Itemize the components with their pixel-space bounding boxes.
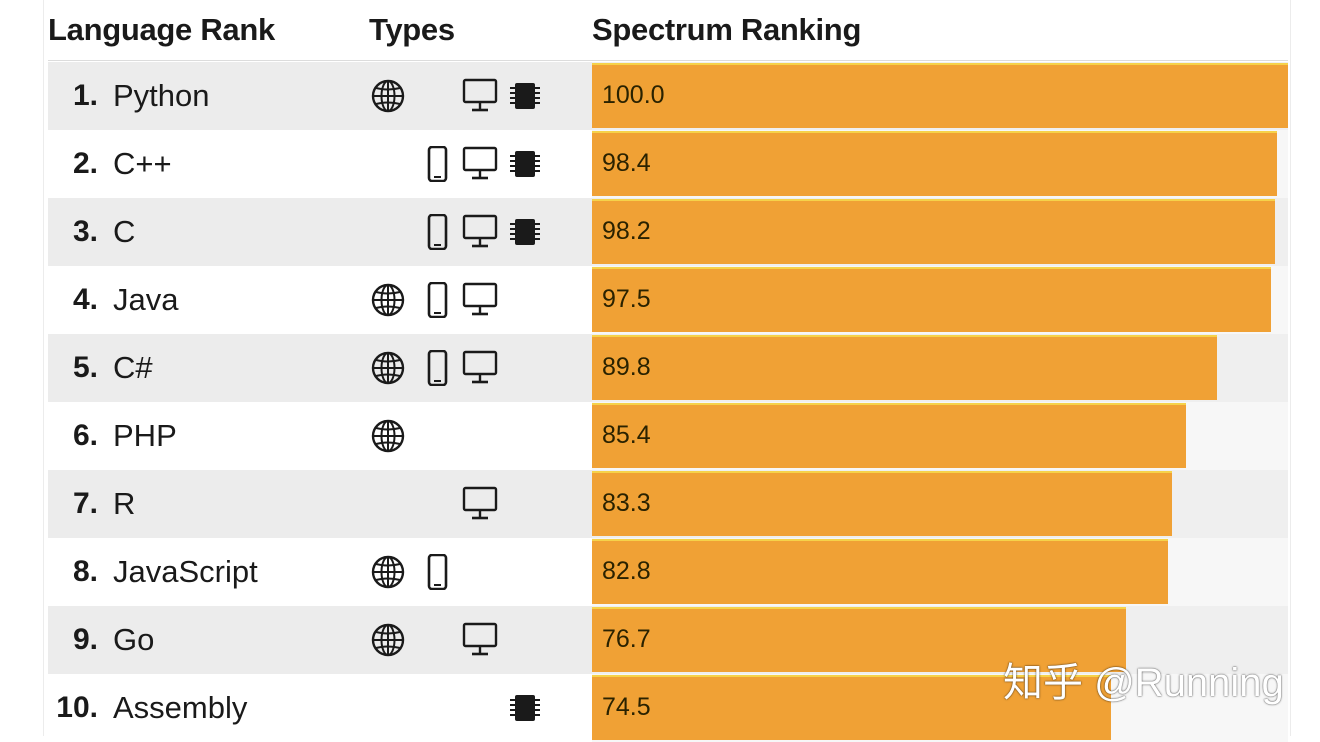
bar-track: 98.2 [592,198,1288,266]
rank-number: 3. [72,215,98,248]
desktop-monitor-icon [460,78,500,114]
language-name: Python [113,78,210,113]
ranking-row: 1. Python 100.0 [48,62,1288,130]
globe-icon [368,78,408,114]
bar-track: 85.4 [592,402,1288,470]
rank-number: 8. [72,555,98,588]
language-name: C# [113,350,153,385]
language-name: Go [113,622,155,657]
desktop-monitor-icon [460,350,500,386]
score-bar [592,403,1186,468]
score-bar [592,335,1217,400]
score-label: 97.5 [602,285,651,313]
score-bar [592,539,1168,604]
globe-icon [368,554,408,590]
rank-number: 10. [56,691,98,724]
rank-number: 7. [72,487,98,520]
score-bar [592,199,1275,264]
bar-track: 74.5 [592,674,1288,742]
desktop-monitor-icon [460,146,500,182]
bar-track: 89.8 [592,334,1288,402]
language-name: Java [113,282,179,317]
bar-track: 82.8 [592,538,1288,606]
mobile-phone-icon [417,282,457,318]
score-label: 83.3 [602,489,651,517]
desktop-monitor-icon [460,622,500,658]
score-label: 89.8 [602,353,651,381]
ranking-row: 5. C# 89.8 [48,334,1288,402]
score-label: 98.4 [602,149,651,177]
score-bar [592,675,1111,740]
chip-icon [505,146,545,182]
score-bar [592,63,1288,128]
ranking-row: 4. Java 97.5 [48,266,1288,334]
mobile-phone-icon [417,214,457,250]
ranking-row: 10. Assembly 74.5 [48,674,1288,742]
language-name: JavaScript [113,554,258,589]
globe-icon [368,418,408,454]
score-bar [592,607,1126,672]
score-label: 74.5 [602,693,651,721]
bar-track: 100.0 [592,62,1288,130]
ranking-row: 8. JavaScript 82.8 [48,538,1288,606]
language-name: C++ [113,146,172,181]
globe-icon [368,350,408,386]
globe-icon [368,622,408,658]
score-bar [592,471,1172,536]
header-divider [48,60,1288,61]
score-bar [592,131,1277,196]
desktop-monitor-icon [460,214,500,250]
rank-number: 1. [72,79,98,112]
chip-icon [505,214,545,250]
language-name: R [113,486,136,521]
rank-number: 6. [72,419,98,452]
globe-icon [368,282,408,318]
chip-icon [505,690,545,726]
chip-icon [505,78,545,114]
ranking-row: 7. R 83.3 [48,470,1288,538]
types-header: Types [369,12,455,47]
language-name: C [113,214,136,249]
rank-number: 5. [72,351,98,384]
language-rank-header: Language Rank [48,12,275,47]
bar-track: 98.4 [592,130,1288,198]
rank-number: 4. [72,283,98,316]
score-label: 85.4 [602,421,651,449]
score-label: 100.0 [602,81,665,109]
ranking-row: 6. PHP 85.4 [48,402,1288,470]
desktop-monitor-icon [460,486,500,522]
spectrum-ranking-header: Spectrum Ranking [592,12,862,47]
rank-number: 2. [72,147,98,180]
mobile-phone-icon [417,554,457,590]
score-label: 98.2 [602,217,651,245]
score-label: 82.8 [602,557,651,585]
bar-track: 76.7 [592,606,1288,674]
bar-track: 97.5 [592,266,1288,334]
language-name: PHP [113,418,177,453]
language-name: Assembly [113,690,248,725]
ranking-row: 9. Go 76.7 [48,606,1288,674]
mobile-phone-icon [417,146,457,182]
rank-number: 9. [72,623,98,656]
desktop-monitor-icon [460,282,500,318]
bar-track: 83.3 [592,470,1288,538]
ranking-row: 2. C++ 98.4 [48,130,1288,198]
score-bar [592,267,1271,332]
score-label: 76.7 [602,625,651,653]
watermark: 知乎 @Running [1003,661,1284,705]
mobile-phone-icon [417,350,457,386]
ranking-row: 3. C 98.2 [48,198,1288,266]
